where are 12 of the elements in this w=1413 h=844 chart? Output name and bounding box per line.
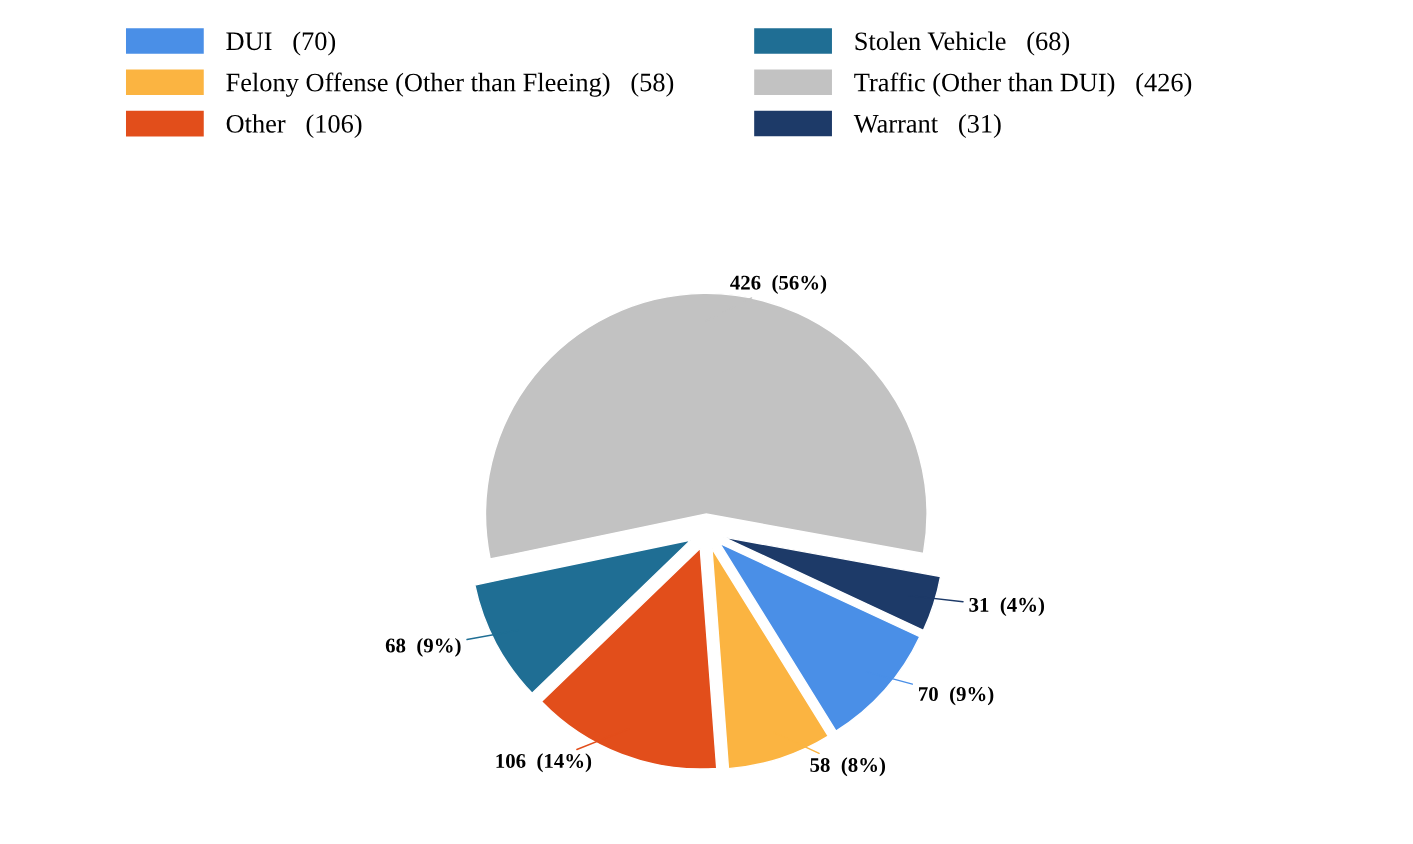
legend-label: Warrant (31)	[853, 114, 1001, 138]
data-label: 426 (56%)	[730, 275, 827, 294]
legend-label: Felony Offense (Other than Fleeing) (58)	[226, 72, 674, 97]
legend-label: Other (106)	[226, 114, 362, 139]
legend-label: Stolen Vehicle (68)	[855, 31, 1070, 56]
data-label: 31 (4%)	[969, 597, 1045, 617]
legend-label: DUI (70)	[226, 31, 336, 56]
data-label: 70 (9%)	[919, 686, 994, 706]
data-label: 68 (9%)	[385, 637, 461, 657]
legend-label: Traffic (Other than DUI) (426)	[854, 72, 1192, 97]
data-label: 106 (14%)	[496, 753, 592, 773]
data-label: 58 (8%)	[810, 757, 886, 777]
